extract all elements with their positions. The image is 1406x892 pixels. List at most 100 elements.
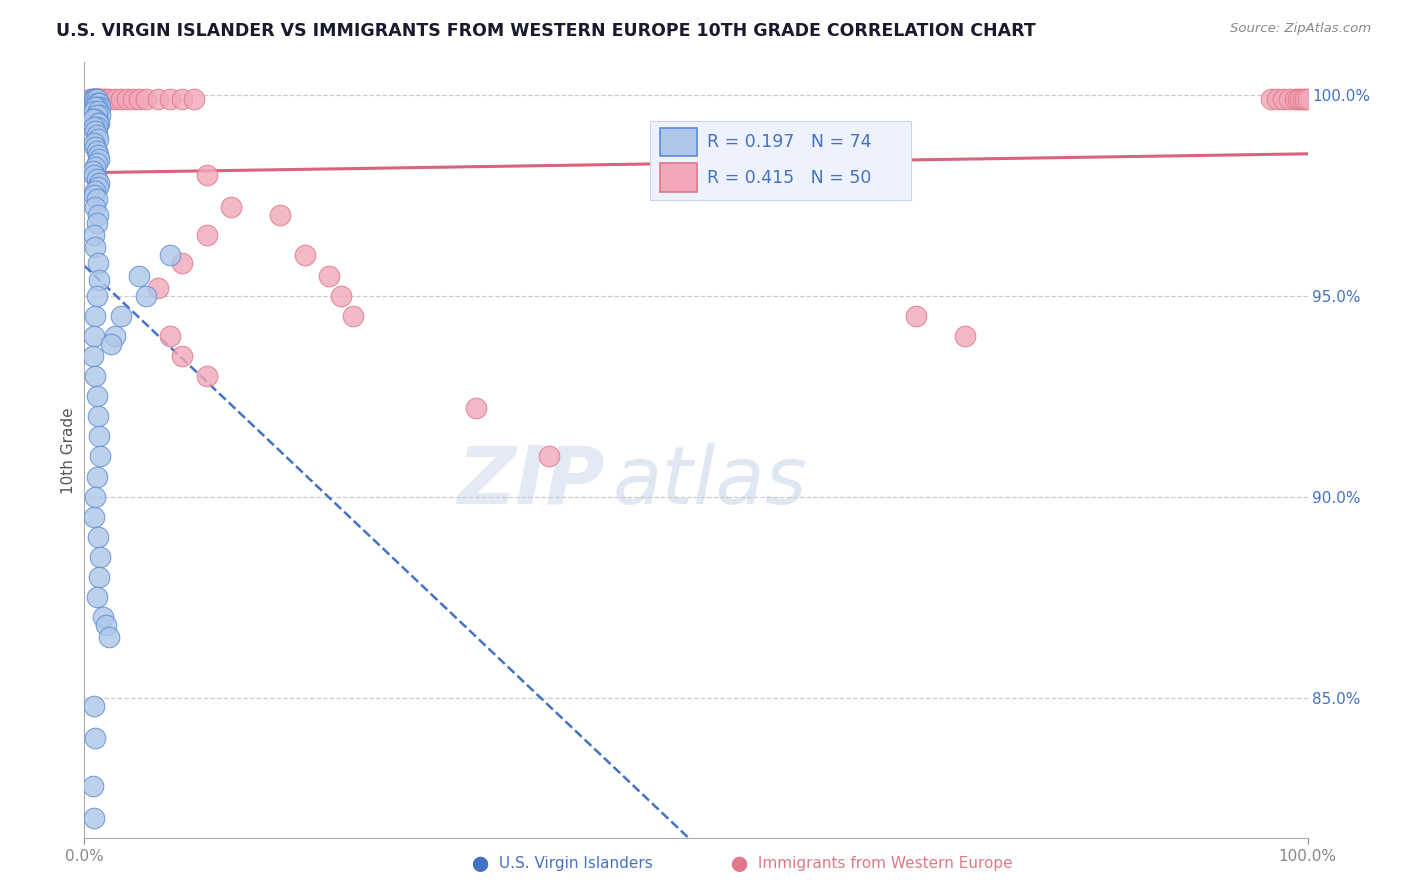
- Point: [87, 148, 110, 162]
- Point: [115, 92, 138, 106]
- Point: [86, 92, 108, 106]
- Point: [183, 92, 205, 106]
- Text: ⬤  U.S. Virgin Islanders: ⬤ U.S. Virgin Islanders: [472, 856, 652, 872]
- Point: [159, 329, 181, 343]
- Point: [96, 92, 118, 106]
- Y-axis label: 10th Grade: 10th Grade: [60, 407, 76, 494]
- Point: [100, 337, 122, 351]
- Point: [86, 469, 108, 483]
- Point: [146, 280, 169, 294]
- Point: [83, 329, 105, 343]
- Point: [294, 248, 316, 262]
- Point: [269, 208, 291, 222]
- Point: [86, 100, 108, 114]
- Point: [1284, 92, 1306, 106]
- Point: [86, 108, 108, 122]
- Point: [87, 152, 110, 166]
- Point: [84, 140, 107, 154]
- Point: [83, 228, 105, 243]
- Point: [89, 108, 111, 122]
- Point: [86, 92, 108, 106]
- Point: [79, 92, 101, 106]
- Point: [110, 309, 132, 323]
- Point: [83, 811, 105, 825]
- Point: [86, 172, 108, 186]
- Point: [84, 124, 107, 138]
- Point: [80, 92, 103, 106]
- Bar: [661, 128, 697, 156]
- Point: [84, 112, 107, 126]
- Point: [83, 136, 105, 150]
- Text: R = 0.197   N = 74: R = 0.197 N = 74: [707, 133, 872, 151]
- Point: [86, 128, 108, 142]
- Point: [86, 95, 108, 110]
- Point: [83, 188, 105, 202]
- Point: [1286, 92, 1309, 106]
- Point: [87, 429, 110, 443]
- Point: [96, 618, 118, 632]
- Point: [1260, 92, 1282, 106]
- Point: [464, 401, 486, 416]
- Point: [84, 369, 107, 384]
- Point: [87, 570, 110, 584]
- Point: [905, 309, 928, 323]
- Point: [87, 116, 110, 130]
- Point: [318, 268, 340, 283]
- Point: [84, 100, 107, 114]
- Point: [128, 92, 150, 106]
- Point: [110, 92, 132, 106]
- Point: [1292, 92, 1315, 106]
- Point: [86, 120, 108, 134]
- Text: U.S. VIRGIN ISLANDER VS IMMIGRANTS FROM WESTERN EUROPE 10TH GRADE CORRELATION CH: U.S. VIRGIN ISLANDER VS IMMIGRANTS FROM …: [56, 22, 1036, 40]
- Point: [172, 256, 194, 270]
- Point: [135, 92, 157, 106]
- Point: [87, 116, 110, 130]
- Point: [83, 509, 105, 524]
- Point: [83, 92, 105, 106]
- Point: [84, 309, 107, 323]
- Point: [87, 530, 110, 544]
- Point: [83, 120, 105, 134]
- Point: [97, 631, 120, 645]
- Point: [83, 92, 105, 106]
- Point: [87, 92, 110, 106]
- Point: [89, 450, 111, 464]
- Point: [87, 176, 110, 190]
- Point: [128, 268, 150, 283]
- Point: [87, 409, 110, 424]
- Point: [195, 228, 218, 243]
- Point: [84, 92, 107, 106]
- Point: [83, 168, 105, 182]
- Point: [89, 92, 111, 106]
- Point: [172, 92, 194, 106]
- Point: [86, 216, 108, 230]
- Point: [1294, 92, 1316, 106]
- Point: [91, 610, 114, 624]
- Bar: [661, 163, 697, 192]
- Point: [86, 591, 108, 605]
- Point: [122, 92, 145, 106]
- Point: [330, 288, 353, 302]
- Text: Source: ZipAtlas.com: Source: ZipAtlas.com: [1230, 22, 1371, 36]
- Point: [86, 92, 108, 106]
- Point: [219, 200, 242, 214]
- Point: [87, 132, 110, 146]
- Text: ZIP: ZIP: [457, 442, 605, 521]
- Point: [104, 92, 127, 106]
- Point: [159, 92, 181, 106]
- Point: [104, 329, 127, 343]
- Point: [172, 349, 194, 363]
- Point: [86, 192, 108, 206]
- Point: [89, 100, 111, 114]
- Text: R = 0.415   N = 50: R = 0.415 N = 50: [707, 169, 872, 186]
- Point: [1278, 92, 1301, 106]
- Text: ⬤  Immigrants from Western Europe: ⬤ Immigrants from Western Europe: [731, 856, 1012, 872]
- Point: [87, 92, 110, 106]
- Point: [83, 698, 105, 713]
- Point: [1272, 92, 1295, 106]
- Point: [97, 92, 120, 106]
- Point: [82, 112, 104, 126]
- Point: [86, 288, 108, 302]
- Point: [83, 92, 105, 106]
- Point: [1296, 92, 1319, 106]
